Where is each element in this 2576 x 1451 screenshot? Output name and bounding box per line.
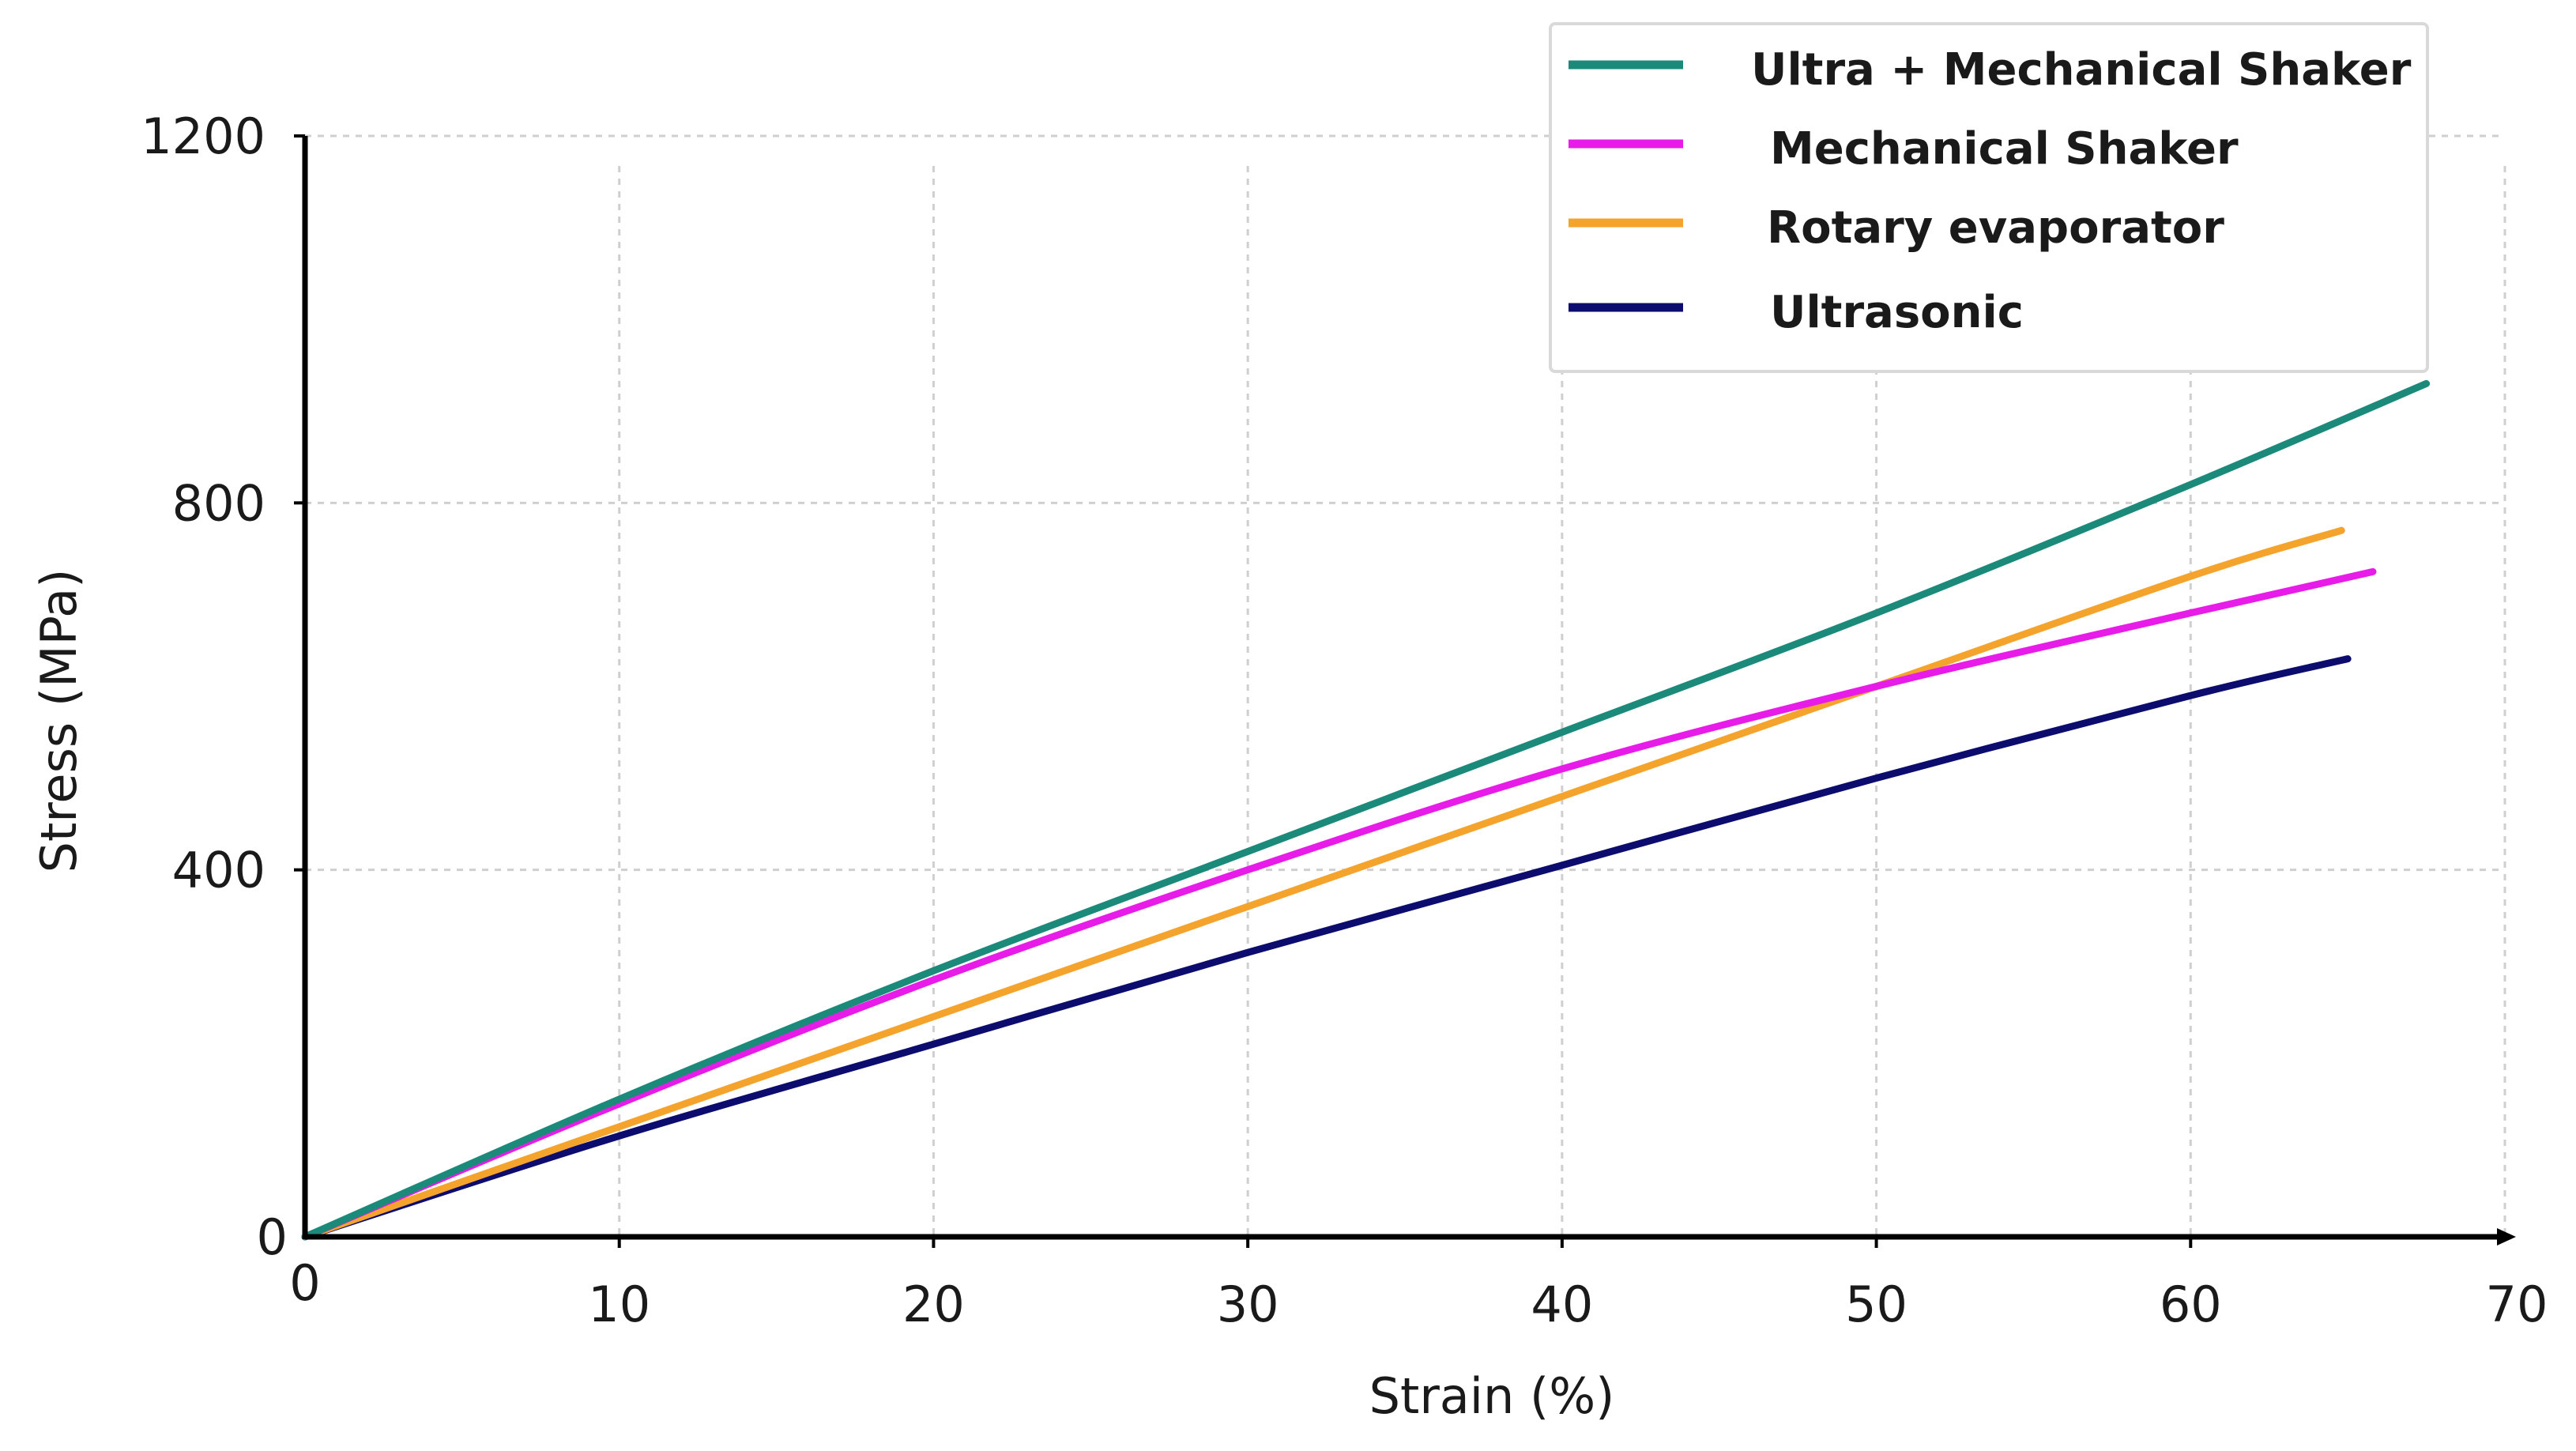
legend-label-rotary-evaporator: Rotary evaporator	[1767, 202, 2224, 254]
y-axis-title: Stress (MPa)	[30, 569, 88, 873]
y-tick-label: 400	[172, 842, 266, 899]
series-layer	[301, 379, 2431, 1241]
x-tick-label: 10	[588, 1276, 650, 1333]
axes-layer	[302, 136, 2516, 1246]
series-line-mechanical-shaker	[301, 567, 2377, 1241]
series-line-rotary-evaporator	[301, 526, 2345, 1241]
series-line-ultrasonic	[301, 655, 2352, 1241]
legend-label-ultrasonic: Ultrasonic	[1770, 287, 2024, 338]
x-tick-label: 20	[902, 1276, 965, 1333]
x-tick-label: 60	[2160, 1276, 2222, 1333]
x-axis-title: Strain (%)	[1369, 1367, 1615, 1425]
legend-box	[1549, 22, 2429, 373]
x-tick-label: 40	[1531, 1276, 1593, 1333]
x-tick-label: 50	[1845, 1276, 1908, 1333]
series-line-ultra-mechanical-shaker	[301, 379, 2431, 1241]
legend-label-mechanical-shaker: Mechanical Shaker	[1770, 123, 2239, 175]
x-tick-label: 0	[289, 1254, 320, 1312]
x-tick-label: 30	[1217, 1276, 1279, 1333]
x-tick-label: 70	[2486, 1276, 2548, 1333]
ticks-layer: 0 10 20 30 40 50 60 70 0 400 800 1200	[141, 107, 2548, 1333]
y-tick-label: 0	[257, 1208, 288, 1266]
legend: Ultra + Mechanical Shaker Mechanical Shak…	[1549, 22, 2429, 373]
y-tick-label: 800	[172, 474, 266, 532]
y-tick-label: 1200	[141, 107, 266, 165]
x-axis-arrow-icon	[2497, 1228, 2516, 1246]
legend-label-ultra-mechanical-shaker: Ultra + Mechanical Shaker	[1751, 44, 2412, 96]
